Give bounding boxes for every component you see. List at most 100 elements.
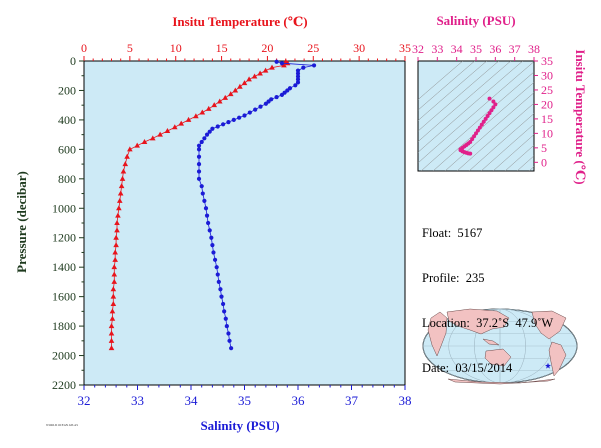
- salinity-tick-label: 35: [238, 393, 251, 408]
- pressure-tick-label: 1400: [52, 260, 76, 274]
- temperature-point: [114, 227, 120, 233]
- temperature-point: [262, 67, 269, 73]
- temperature-point: [109, 308, 116, 314]
- salinity-point: [227, 338, 232, 343]
- ts-temperature-tick-label: 35: [541, 54, 553, 68]
- salinity-point: [301, 65, 306, 70]
- ts-point: [493, 102, 498, 107]
- salinity-point: [224, 323, 229, 329]
- salinity-point: [311, 63, 317, 68]
- ts-salinity-tick-label: 33: [431, 42, 443, 56]
- pressure-tick-label: 2000: [52, 349, 76, 363]
- temperature-point: [109, 315, 116, 321]
- ts-salinity-tick-label: 38: [528, 42, 540, 56]
- salinity-point: [279, 92, 285, 97]
- temperature-point: [113, 234, 119, 240]
- salinity-point: [204, 132, 210, 137]
- temperature-point: [178, 120, 185, 126]
- density-contour-line: [420, 71, 534, 171]
- salinity-tick-label: 38: [399, 393, 412, 408]
- salinity-point: [207, 228, 212, 233]
- density-contour-line: [418, 61, 476, 111]
- density-contour-line: [418, 61, 500, 132]
- density-contour-line: [418, 61, 488, 121]
- temperature-point: [205, 105, 212, 111]
- ts-point: [475, 128, 480, 133]
- salinity-point: [206, 220, 211, 226]
- temperature-point: [116, 205, 122, 211]
- date-label: Date: 03/15/2014: [422, 361, 513, 375]
- salinity-point: [295, 77, 301, 82]
- salinity-point: [247, 110, 252, 115]
- map-landmass: [484, 348, 512, 367]
- map-landmass: [446, 308, 510, 335]
- ts-temperature-axis-title: Insitu Temperature (℃): [573, 49, 588, 184]
- temperature-point: [199, 109, 206, 115]
- temperature-point: [108, 337, 115, 343]
- temperature-point: [108, 323, 115, 329]
- salinity-point: [212, 257, 218, 262]
- density-contour-line: [528, 166, 534, 171]
- temperature-point: [257, 70, 263, 76]
- temperature-point: [237, 83, 243, 89]
- temperature-point: [118, 183, 125, 189]
- salinity-point: [226, 120, 231, 125]
- pressure-tick-label: 200: [58, 83, 76, 97]
- temperature-point: [122, 161, 129, 167]
- temperature-tick-label: 35: [399, 41, 411, 55]
- temperature-point: [246, 76, 252, 82]
- ts-point: [481, 119, 486, 124]
- ts-salinity-tick-label: 36: [489, 42, 501, 56]
- salinity-point: [215, 124, 220, 129]
- salinity-point: [295, 74, 301, 79]
- ts-point: [474, 131, 478, 136]
- ts-point: [479, 122, 484, 127]
- temperature-point: [157, 131, 163, 137]
- salinity-point: [223, 316, 228, 321]
- ts-temperature-tick-label: 20: [541, 97, 553, 111]
- map-landmass: [482, 338, 500, 346]
- ts-point: [491, 105, 496, 110]
- salinity-point: [210, 126, 215, 131]
- density-contour-line: [456, 102, 534, 171]
- salinity-point: [196, 147, 202, 152]
- temperature-point: [171, 124, 178, 130]
- salinity-point: [219, 294, 224, 299]
- salinity-point: [295, 71, 301, 76]
- salinity-point: [204, 213, 210, 218]
- temperature-point: [185, 116, 192, 122]
- salinity-point: [295, 68, 301, 73]
- salinity-point: [221, 122, 226, 127]
- salinity-point: [229, 346, 234, 351]
- ts-salinity-tick-label: 37: [509, 42, 521, 56]
- salinity-point: [216, 279, 221, 285]
- temperature-point: [222, 94, 229, 100]
- temperature-point: [232, 87, 239, 93]
- temperature-point: [115, 212, 121, 218]
- profile-panel: 0 5 10 15 20 25 30 35 32 33 34 35 36 37 38 0 200 400 600 80…: [52, 41, 412, 408]
- salinity-point: [258, 104, 263, 109]
- ts-point: [487, 96, 492, 101]
- salinity-point: [211, 250, 216, 255]
- density-contour-line: [516, 155, 534, 171]
- temperature-axis-title: Insitu Temperature (℃): [172, 14, 307, 29]
- temperature-point: [241, 80, 248, 86]
- salinity-tick-label: 33: [131, 393, 144, 408]
- salinity-point: [221, 301, 226, 307]
- salinity-point: [253, 107, 258, 112]
- pressure-tick-label: 0: [70, 54, 76, 68]
- temperature-point: [269, 64, 275, 70]
- pressure-axis-title: Pressure (decibar): [14, 171, 29, 273]
- density-contour-line: [418, 61, 534, 164]
- salinity-point: [226, 331, 231, 336]
- ts-salinity-axis-title: Salinity (PSU): [436, 13, 515, 28]
- salinity-point: [199, 184, 204, 189]
- ts-point: [477, 125, 482, 130]
- footer-credit: WORLD OCEAN ATLAS: [46, 423, 78, 427]
- temperature-point: [112, 256, 118, 262]
- ts-point: [483, 116, 488, 121]
- pressure-tick-label: 800: [58, 172, 76, 186]
- density-contour-line: [418, 61, 512, 142]
- ts-salinity-tick-label: 35: [470, 42, 482, 56]
